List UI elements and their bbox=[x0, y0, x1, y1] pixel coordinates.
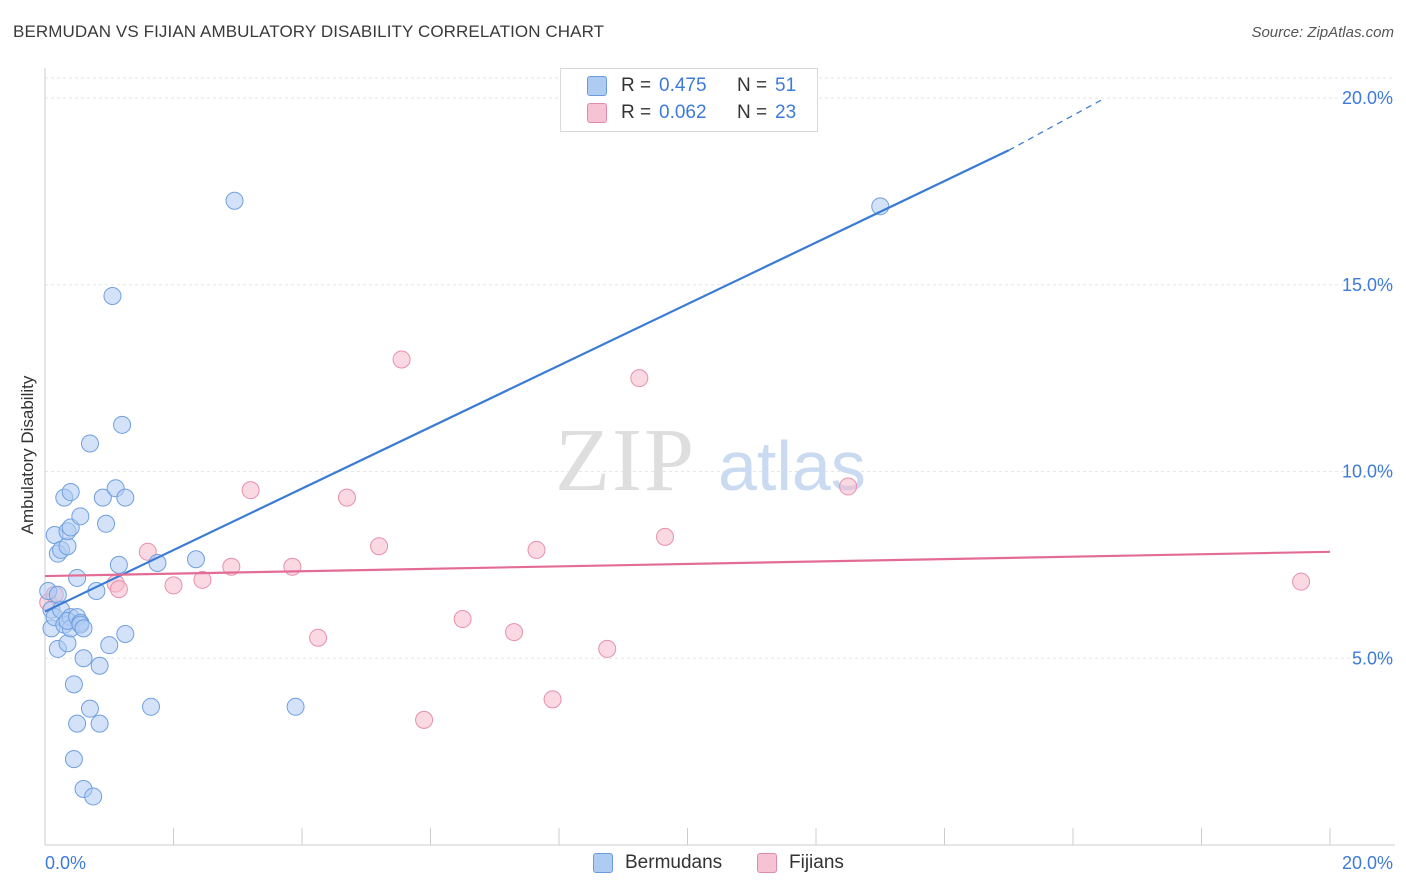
n-value: 23 bbox=[775, 102, 797, 123]
fijian-point bbox=[598, 639, 617, 658]
bermudan-point bbox=[74, 619, 93, 638]
source-label: Source: ZipAtlas.com bbox=[1251, 24, 1394, 41]
tick-labels: 5.0% 10.0% 15.0% 20.0% 0.0% 20.0% bbox=[45, 88, 1393, 873]
bermudan-point bbox=[100, 636, 119, 655]
legend-item-fijians: Fijians bbox=[757, 852, 844, 874]
fijians-legend-label: Fijians bbox=[789, 852, 844, 873]
fijian-point bbox=[505, 623, 524, 642]
bermudan-point bbox=[90, 714, 109, 733]
bermudan-point bbox=[84, 787, 103, 806]
y-tick-label: 10.0% bbox=[1342, 462, 1393, 482]
legend-row-bermudans: R = 0.475 N = 51 bbox=[587, 74, 796, 98]
fijian-point bbox=[415, 710, 434, 729]
r-value: 0.062 bbox=[659, 102, 707, 123]
axes bbox=[44, 68, 1395, 846]
bermudan-point bbox=[116, 624, 135, 643]
bermudan-point bbox=[286, 697, 305, 716]
bermudan-point bbox=[186, 550, 205, 569]
fijian-point bbox=[839, 477, 858, 496]
bermudan-point bbox=[109, 555, 128, 574]
bermudan-point bbox=[61, 483, 80, 502]
bermudan-point bbox=[103, 286, 122, 305]
fijians-trend-line bbox=[44, 550, 1331, 578]
r-label: R = bbox=[621, 102, 652, 123]
bermudan-point bbox=[97, 514, 116, 533]
bermudan-point bbox=[90, 656, 109, 675]
bermudan-point bbox=[113, 415, 132, 434]
bermudan-point bbox=[64, 750, 83, 769]
legend-row-fijians: R = 0.062 N = 23 bbox=[587, 101, 796, 125]
fijian-point bbox=[392, 350, 411, 369]
bermudans-legend-label: Bermudans bbox=[625, 852, 723, 873]
bermudan-point bbox=[74, 649, 93, 668]
bermudan-point bbox=[48, 585, 67, 604]
n-label: N = bbox=[737, 102, 768, 123]
y-tick-label: 5.0% bbox=[1352, 648, 1393, 668]
legend-item-bermudans: Bermudans bbox=[593, 852, 722, 874]
bermudans-legend-swatch bbox=[593, 853, 613, 873]
bermudan-point bbox=[225, 191, 244, 210]
fijian-point bbox=[630, 369, 649, 388]
fijian-point bbox=[193, 570, 212, 589]
bermudan-point bbox=[116, 488, 135, 507]
bermudan-point bbox=[71, 507, 90, 526]
fijian-point bbox=[1292, 572, 1311, 591]
fijians-legend-swatch bbox=[757, 853, 777, 873]
series-fijians bbox=[39, 350, 1311, 729]
bermudan-point bbox=[80, 434, 99, 453]
series-bermudans bbox=[39, 191, 890, 806]
fijian-point bbox=[370, 537, 389, 556]
fijian-point bbox=[309, 628, 328, 647]
bermudans-trend-line bbox=[44, 149, 1010, 613]
stats-legend: R = 0.475 N = 51 R = 0.062 N = 23 bbox=[560, 68, 818, 132]
n-label: N = bbox=[737, 75, 768, 96]
chart-title: BERMUDAN VS FIJIAN AMBULATORY DISABILITY… bbox=[13, 22, 605, 41]
fijian-point bbox=[222, 557, 241, 576]
fijian-point bbox=[241, 481, 260, 500]
x-tick-label: 20.0% bbox=[1342, 853, 1393, 873]
r-value: 0.475 bbox=[659, 75, 707, 96]
fijian-point bbox=[527, 540, 546, 559]
bermudans-swatch bbox=[587, 76, 607, 96]
trend-lines bbox=[44, 97, 1331, 613]
y-tick-label: 15.0% bbox=[1342, 275, 1393, 295]
bermudan-point bbox=[68, 714, 87, 733]
bermudan-point bbox=[80, 699, 99, 718]
watermark-zip: ZIP bbox=[555, 411, 696, 510]
fijian-point bbox=[453, 610, 472, 629]
bermudan-point bbox=[64, 675, 83, 694]
fijian-point bbox=[283, 557, 302, 576]
fijians-swatch bbox=[587, 103, 607, 123]
y-axis-label: Ambulatory Disability bbox=[18, 375, 37, 535]
r-label: R = bbox=[621, 75, 652, 96]
bermudan-point bbox=[68, 568, 87, 587]
bermudan-point bbox=[93, 488, 112, 507]
fijian-point bbox=[656, 527, 675, 546]
bermudans-trend-extension bbox=[1008, 97, 1106, 151]
bermudan-point bbox=[58, 634, 77, 653]
x-tick-label: 0.0% bbox=[45, 853, 86, 873]
fijian-point bbox=[164, 576, 183, 595]
n-value: 51 bbox=[775, 75, 797, 96]
y-tick-label: 20.0% bbox=[1342, 88, 1393, 108]
bermudan-point bbox=[142, 697, 161, 716]
fijian-point bbox=[337, 488, 356, 507]
fijian-point bbox=[543, 690, 562, 709]
fijian-point bbox=[109, 580, 128, 599]
